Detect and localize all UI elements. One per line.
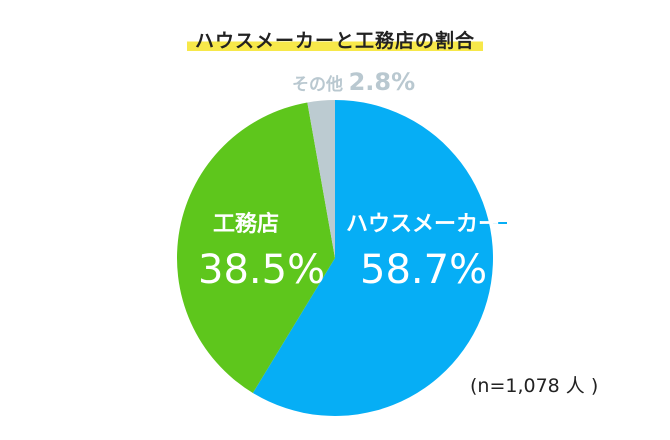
- slice-value-house-maker: 58.7%: [360, 247, 488, 293]
- chart-title-wrap: ハウスメーカーと工務店の割合: [0, 26, 670, 53]
- slice-other: [307, 100, 335, 258]
- slice-label-other: その他: [292, 75, 343, 95]
- slice-label-koumuten: 工務店: [213, 212, 280, 237]
- slice-value-other: 2.8%: [348, 68, 416, 96]
- slice-label-other-group: その他 2.8%: [292, 68, 415, 96]
- slice-house-maker: [252, 100, 493, 416]
- chart-title: ハウスメーカーと工務店の割合: [186, 26, 483, 53]
- slice-koumuten: [177, 102, 335, 393]
- slice-label-house-maker: ハウスメーカー: [346, 212, 501, 237]
- slice-value-koumuten: 38.5%: [198, 247, 326, 293]
- sample-size-note: (n=1,078 人 ): [470, 375, 599, 397]
